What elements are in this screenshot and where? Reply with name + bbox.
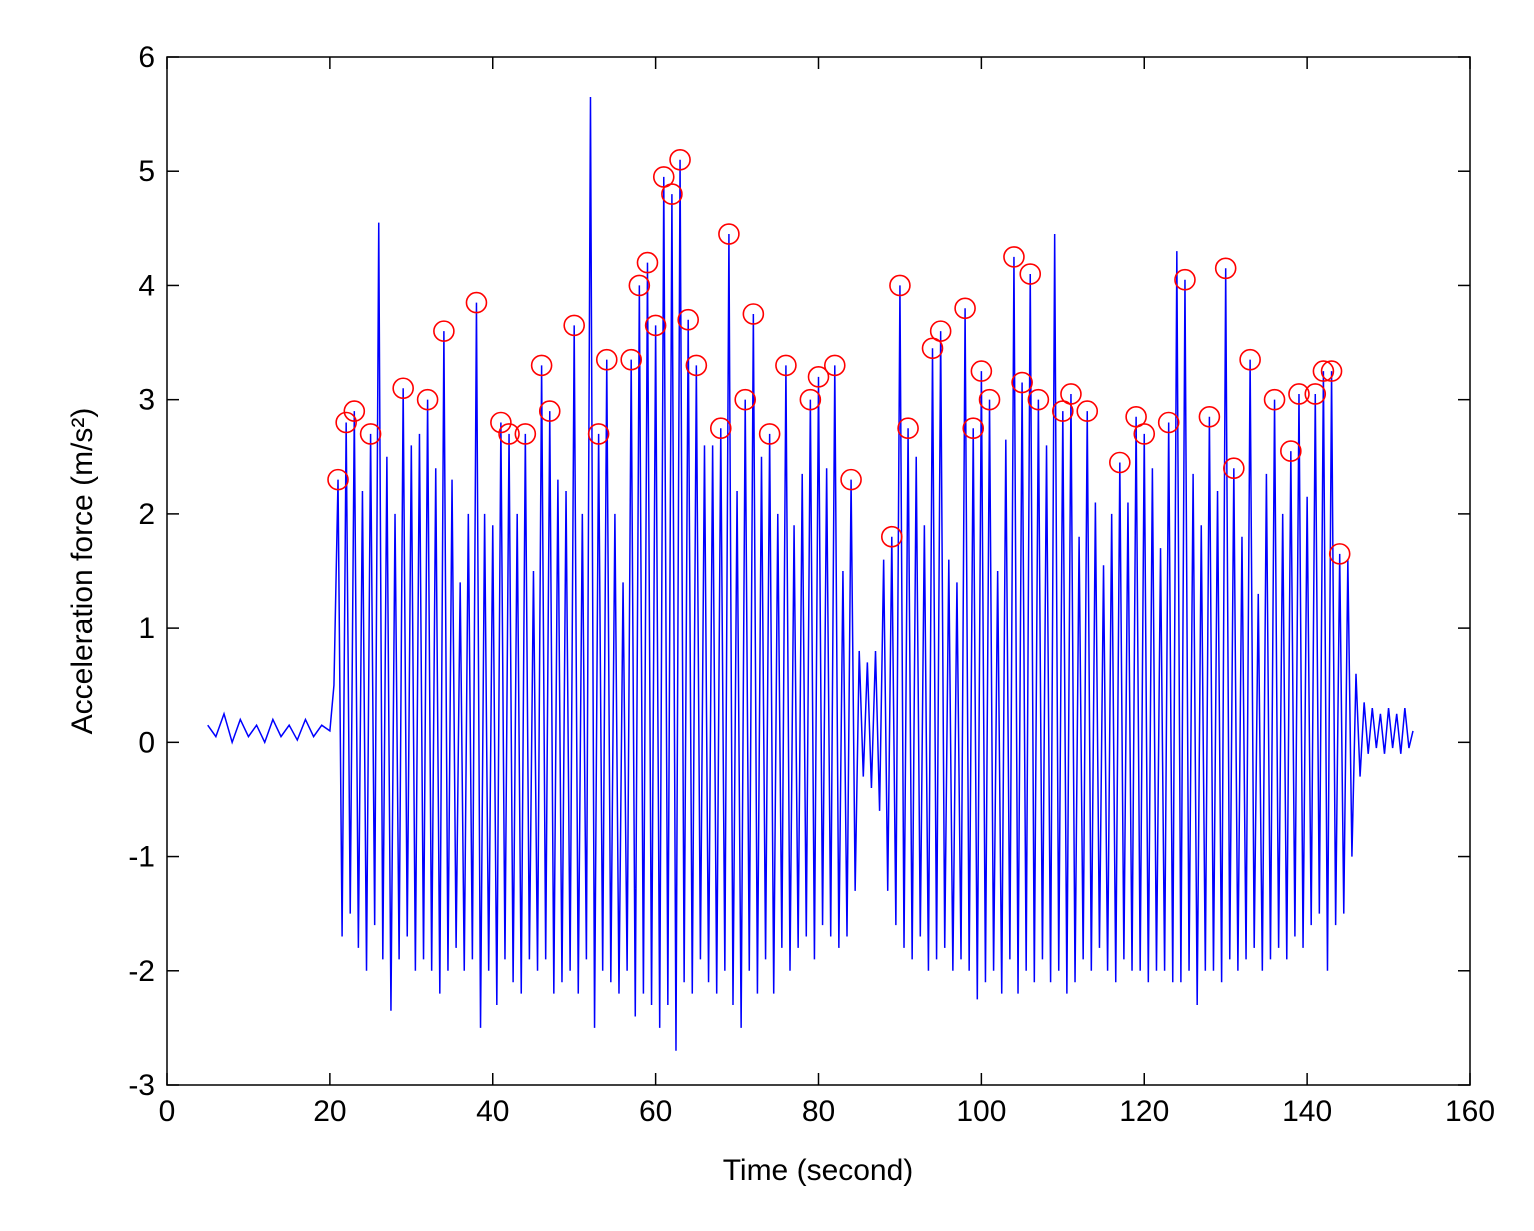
peak-marker (587, 423, 610, 445)
peak-marker (1288, 383, 1310, 405)
peak-marker (807, 366, 830, 388)
peak-marker (742, 303, 765, 325)
x-tick-label: 140 (1282, 1095, 1332, 1128)
y-tick-label: 5 (138, 155, 155, 188)
peak-marker (709, 417, 732, 440)
peak-marker (669, 149, 691, 171)
peak-marker (1003, 246, 1025, 268)
peak-marker (1052, 400, 1074, 422)
peak-marker (1320, 360, 1343, 382)
peak-marker (1133, 423, 1156, 445)
peak-marker (897, 417, 919, 440)
peak-marker (652, 166, 675, 188)
y-tick-label: 1 (138, 612, 155, 645)
y-tick-label: 4 (138, 269, 155, 302)
peak-marker (498, 423, 520, 445)
peak-marker (921, 337, 944, 360)
peak-marker (327, 468, 349, 491)
peak-marker (1125, 405, 1147, 428)
peak-marker (718, 223, 740, 245)
peak-marker (758, 423, 781, 445)
y-tick-label: -2 (128, 955, 155, 988)
peak-marker (490, 411, 512, 434)
peak-marker (1019, 263, 1042, 285)
peak-marker (1239, 348, 1261, 371)
y-tick-label: -3 (128, 1069, 155, 1102)
peak-marker (799, 388, 822, 411)
peak-marker (595, 348, 618, 371)
peak-marker (954, 297, 976, 320)
peak-marker (685, 354, 708, 377)
peak-marker (1214, 257, 1237, 280)
x-tick-label: 40 (476, 1095, 509, 1128)
peak-marker (563, 314, 585, 337)
peak-marker (677, 308, 700, 331)
x-tick-label: 160 (1445, 1095, 1495, 1128)
peak-marker (970, 360, 993, 382)
peak-marker (416, 388, 439, 411)
peak-marker (661, 183, 683, 205)
peak-marker (978, 388, 1001, 411)
peak-marker (530, 354, 553, 377)
peak-marker (636, 251, 659, 274)
peak-marker (359, 423, 382, 445)
peak-marker (962, 417, 985, 440)
peak-marker (465, 291, 488, 314)
peak-marker (644, 314, 667, 337)
peak-marker (392, 377, 414, 400)
peak-marker (1109, 451, 1131, 474)
peak-marker (433, 320, 455, 342)
peak-marker (620, 348, 642, 371)
x-tick-label: 80 (802, 1095, 835, 1128)
peak-marker (1263, 388, 1286, 411)
peak-marker (823, 354, 846, 377)
plot-area (207, 96, 1414, 1051)
peak-marker (1060, 383, 1082, 405)
peak-marker (1312, 360, 1335, 382)
peak-marker (343, 400, 366, 422)
x-axis-label: Time (second) (723, 1154, 914, 1187)
peak-marker (1304, 383, 1327, 405)
peak-marker (335, 411, 357, 434)
x-tick-label: 100 (956, 1095, 1006, 1128)
peak-marker (889, 274, 911, 297)
y-tick-label: 3 (138, 384, 155, 417)
peak-marker (1223, 457, 1245, 480)
signal-line (207, 96, 1414, 1051)
peak-marker (628, 274, 651, 297)
peak-marker (1011, 371, 1033, 394)
y-tick-label: 2 (138, 498, 155, 531)
peak-marker (1157, 411, 1180, 434)
y-axis-label: Acceleration force (m/s²) (66, 408, 99, 735)
peak-marker (734, 388, 757, 411)
peak-marker (775, 354, 797, 377)
peak-marker (514, 423, 537, 445)
peak-marker (538, 400, 561, 422)
peak-marker (1198, 405, 1221, 428)
peak-marker (1027, 388, 1050, 411)
peak-marker (1076, 400, 1099, 422)
x-tick-label: 60 (639, 1095, 672, 1128)
peak-marker (929, 320, 952, 342)
peak-marker (880, 525, 903, 548)
y-tick-label: 0 (138, 726, 155, 759)
x-tick-label: 0 (159, 1095, 176, 1128)
y-tick-label: -1 (128, 841, 155, 874)
x-tick-label: 20 (313, 1095, 346, 1128)
peak-marker (1280, 440, 1302, 462)
x-tick-label: 120 (1119, 1095, 1169, 1128)
peak-marker (1174, 268, 1196, 291)
y-tick-label: 6 (138, 41, 155, 74)
peak-marker (1328, 543, 1351, 565)
peak-marker (840, 468, 862, 491)
